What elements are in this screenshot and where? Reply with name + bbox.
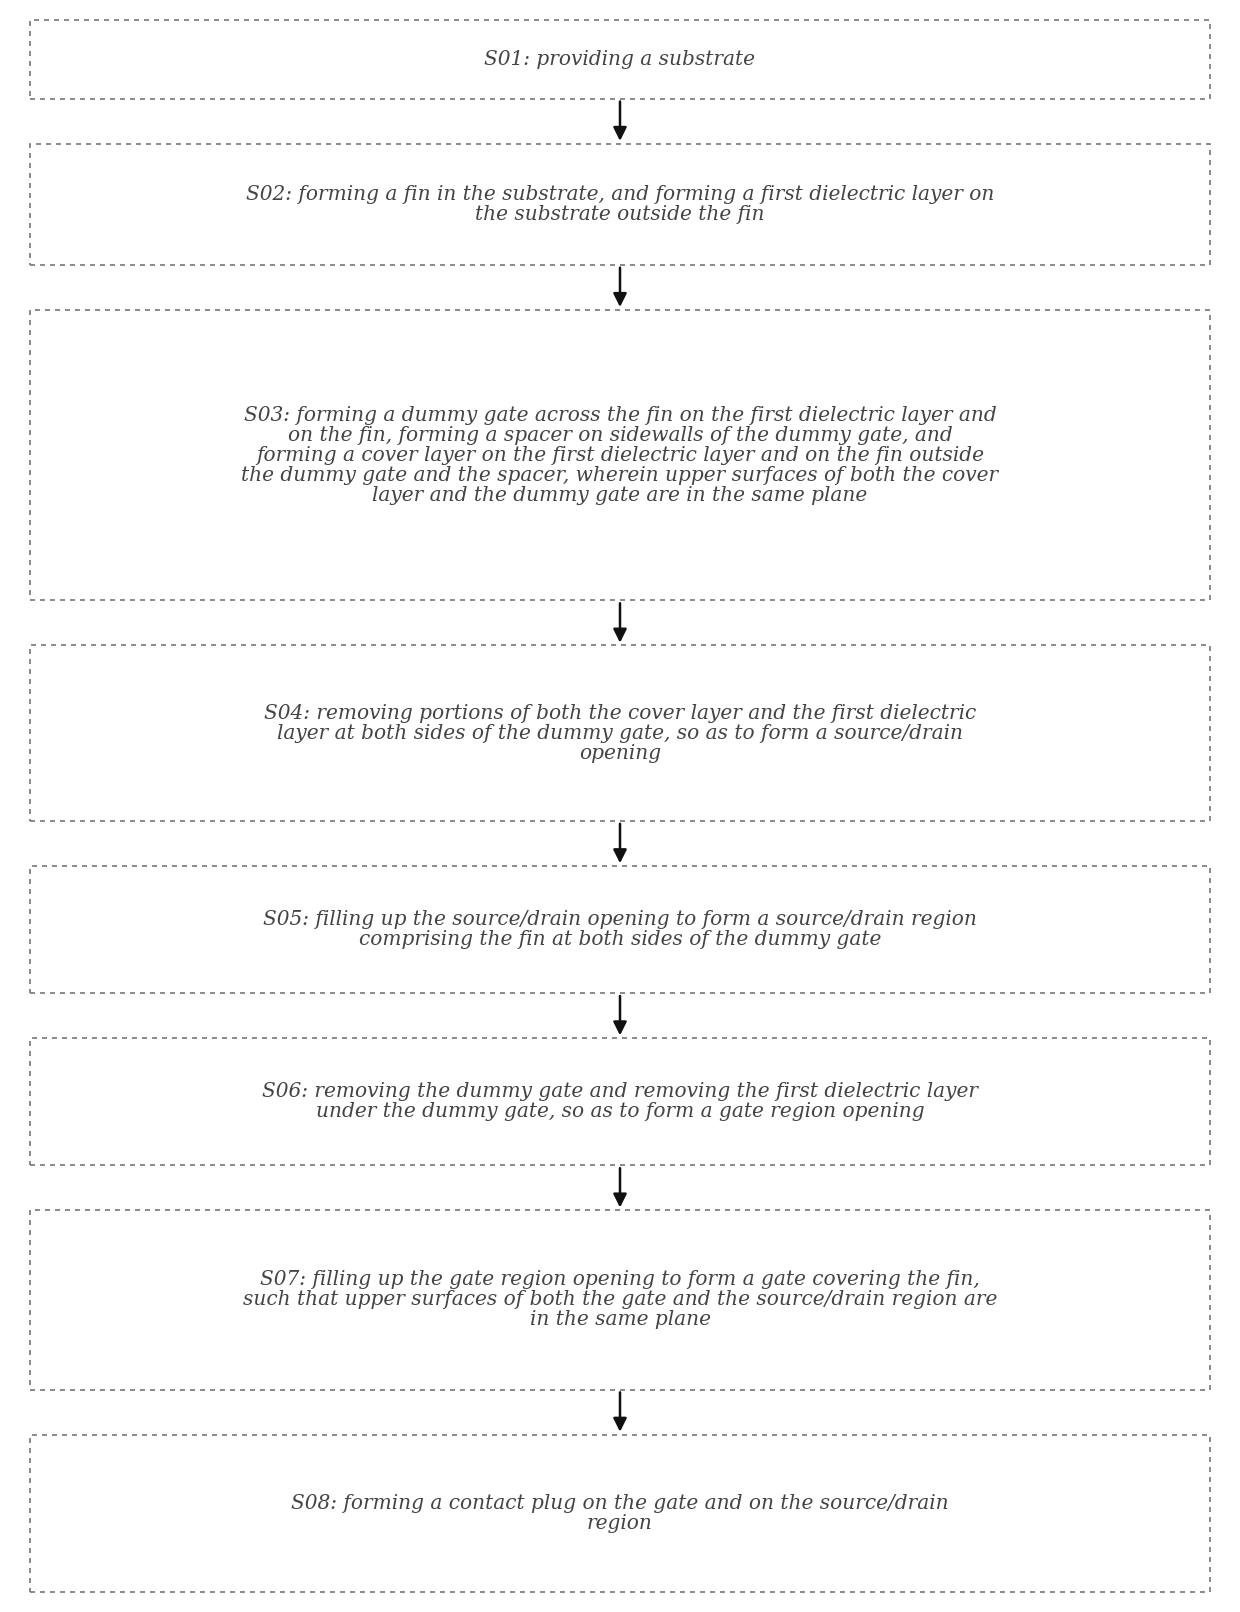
Text: layer and the dummy gate are in the same plane: layer and the dummy gate are in the same… <box>372 485 868 505</box>
Text: the dummy gate and the spacer, wherein upper surfaces of both the cover: the dummy gate and the spacer, wherein u… <box>242 466 998 485</box>
Text: S06: removing the dummy gate and removing the first dielectric layer: S06: removing the dummy gate and removin… <box>262 1082 978 1101</box>
FancyBboxPatch shape <box>30 310 1210 600</box>
FancyBboxPatch shape <box>30 1435 1210 1593</box>
Text: under the dummy gate, so as to form a gate region opening: under the dummy gate, so as to form a ga… <box>316 1103 924 1122</box>
Text: S04: removing portions of both the cover layer and the first dielectric: S04: removing portions of both the cover… <box>264 704 976 722</box>
FancyBboxPatch shape <box>30 1211 1210 1390</box>
Text: such that upper surfaces of both the gate and the source/drain region are: such that upper surfaces of both the gat… <box>243 1291 997 1309</box>
FancyBboxPatch shape <box>30 645 1210 821</box>
Text: S02: forming a fin in the substrate, and forming a first dielectric layer on: S02: forming a fin in the substrate, and… <box>246 185 994 203</box>
Text: forming a cover layer on the first dielectric layer and on the fin outside: forming a cover layer on the first diele… <box>255 445 985 464</box>
FancyBboxPatch shape <box>30 866 1210 993</box>
Text: S03: forming a dummy gate across the fin on the first dielectric layer and: S03: forming a dummy gate across the fin… <box>243 406 997 424</box>
Text: region: region <box>587 1514 653 1533</box>
FancyBboxPatch shape <box>30 1038 1210 1165</box>
Text: S05: filling up the source/drain opening to form a source/drain region: S05: filling up the source/drain opening… <box>263 911 977 929</box>
Text: the substrate outside the fin: the substrate outside the fin <box>475 205 765 224</box>
Text: on the fin, forming a spacer on sidewalls of the dummy gate, and: on the fin, forming a spacer on sidewall… <box>288 426 952 445</box>
Text: S01: providing a substrate: S01: providing a substrate <box>485 50 755 69</box>
Text: layer at both sides of the dummy gate, so as to form a source/drain: layer at both sides of the dummy gate, s… <box>277 724 963 743</box>
Text: in the same plane: in the same plane <box>529 1311 711 1330</box>
Text: S07: filling up the gate region opening to form a gate covering the fin,: S07: filling up the gate region opening … <box>260 1270 980 1290</box>
Text: S08: forming a contact plug on the gate and on the source/drain: S08: forming a contact plug on the gate … <box>291 1494 949 1512</box>
Text: comprising the fin at both sides of the dummy gate: comprising the fin at both sides of the … <box>358 930 882 949</box>
Text: opening: opening <box>579 743 661 762</box>
FancyBboxPatch shape <box>30 143 1210 264</box>
FancyBboxPatch shape <box>30 19 1210 98</box>
